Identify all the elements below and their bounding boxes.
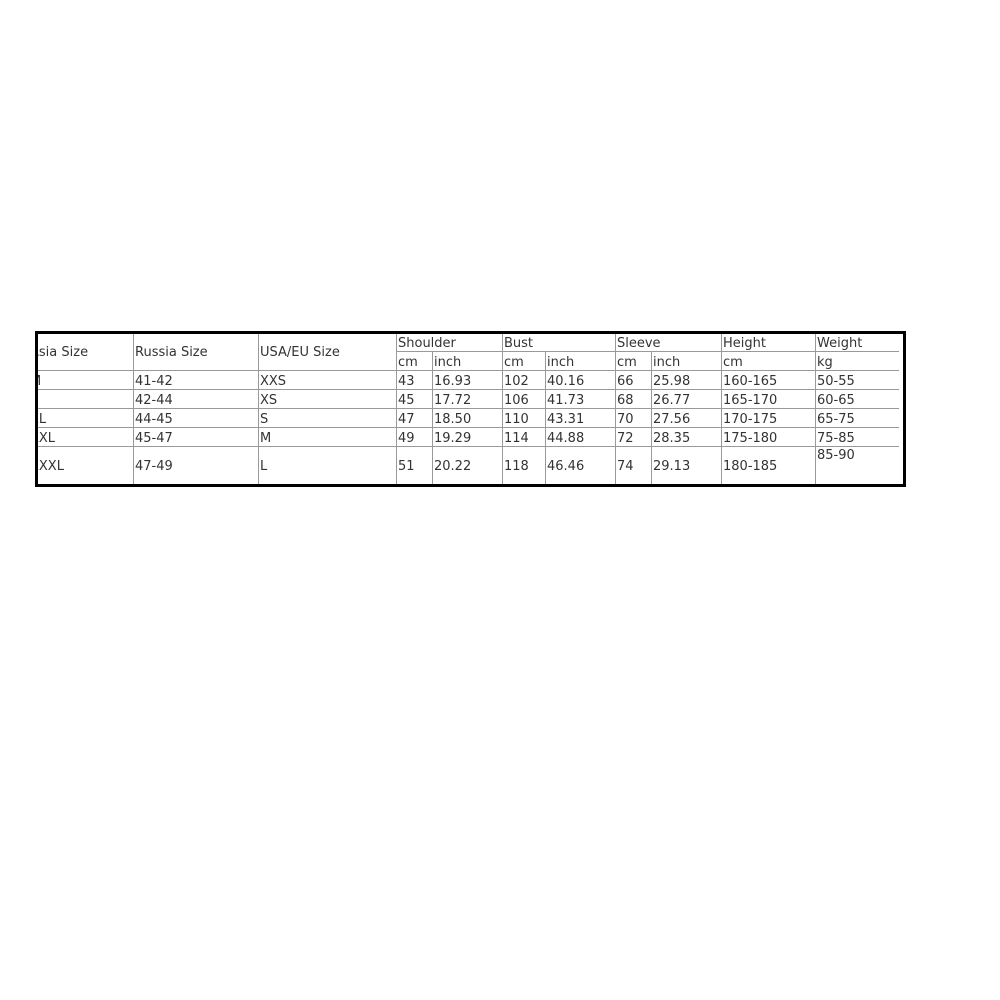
table-cell: 165-170 [721, 389, 816, 409]
header-cell: USA/EU Size [258, 332, 397, 371]
table-cell: 60-65 [815, 389, 899, 409]
table-cell: 180-185 [721, 446, 816, 485]
table-cell: S [258, 408, 397, 428]
subheader-cell: cm [396, 351, 433, 371]
table-cell: 44-45 [133, 408, 259, 428]
table-cell: 68 [615, 389, 652, 409]
table-cell: M [258, 427, 397, 447]
table-cell: 43 [396, 370, 433, 390]
table-cell: 106 [502, 389, 546, 409]
table-cell: 19.29 [432, 427, 503, 447]
table-cell: 50-55 [815, 370, 899, 390]
table-cell: L [36, 389, 134, 409]
header-cell: Russia Size [133, 332, 259, 371]
table-cell: 25.98 [651, 370, 722, 390]
table-cell: XXL [36, 427, 134, 447]
subheader-cell: cm [615, 351, 652, 371]
header-cell: Asia Size [36, 332, 134, 371]
header-cell: Sleeve [615, 332, 722, 352]
table-cell: 114 [502, 427, 546, 447]
table-cell: 26.77 [651, 389, 722, 409]
table-cell: 70 [615, 408, 652, 428]
table-cell: 75-85 [815, 427, 899, 447]
table-cell: 85-90 [815, 446, 899, 485]
subheader-cell: cm [721, 351, 816, 371]
table-cell: L [258, 446, 397, 485]
header-cell: Bust [502, 332, 616, 352]
table-cell: 42-44 [133, 389, 259, 409]
subheader-cell: inch [545, 351, 616, 371]
table-cell: 44.88 [545, 427, 616, 447]
table-cell: 45-47 [133, 427, 259, 447]
table-cell: 47-49 [133, 446, 259, 485]
table-cell: 16.93 [432, 370, 503, 390]
table-cell: 28.35 [651, 427, 722, 447]
table-cell: 18.50 [432, 408, 503, 428]
table-cell: 41-42 [133, 370, 259, 390]
subheader-cell: kg [815, 351, 899, 371]
subheader-cell: inch [651, 351, 722, 371]
table-cell: XXS [258, 370, 397, 390]
table-cell: M [36, 370, 134, 390]
table-cell: 118 [502, 446, 546, 485]
table-cell: 20.22 [432, 446, 503, 485]
table-cell: 29.13 [651, 446, 722, 485]
table-cell: 74 [615, 446, 652, 485]
table-cell: 72 [615, 427, 652, 447]
header-cell: Shoulder [396, 332, 503, 352]
table-cell: 47 [396, 408, 433, 428]
table-cell: XXXL [36, 446, 134, 485]
table-cell: 49 [396, 427, 433, 447]
table-cell: 51 [396, 446, 433, 485]
header-cell: Height [721, 332, 816, 352]
table-cell: 102 [502, 370, 546, 390]
table-cell: 66 [615, 370, 652, 390]
table-cell: 45 [396, 389, 433, 409]
table-cell: 17.72 [432, 389, 503, 409]
subheader-cell: cm [502, 351, 546, 371]
table-cell: XS [258, 389, 397, 409]
header-cell: Weight [815, 332, 899, 352]
table-cell: 43.31 [545, 408, 616, 428]
table-cell: 46.46 [545, 446, 616, 485]
table-cell: 40.16 [545, 370, 616, 390]
table-cell: 160-165 [721, 370, 816, 390]
table-cell: 27.56 [651, 408, 722, 428]
table-cell: 110 [502, 408, 546, 428]
subheader-cell: inch [432, 351, 503, 371]
table-cell: 170-175 [721, 408, 816, 428]
table-cell: 175-180 [721, 427, 816, 447]
table-cell: 65-75 [815, 408, 899, 428]
table-cell: XL [36, 408, 134, 428]
table-cell: 41.73 [545, 389, 616, 409]
